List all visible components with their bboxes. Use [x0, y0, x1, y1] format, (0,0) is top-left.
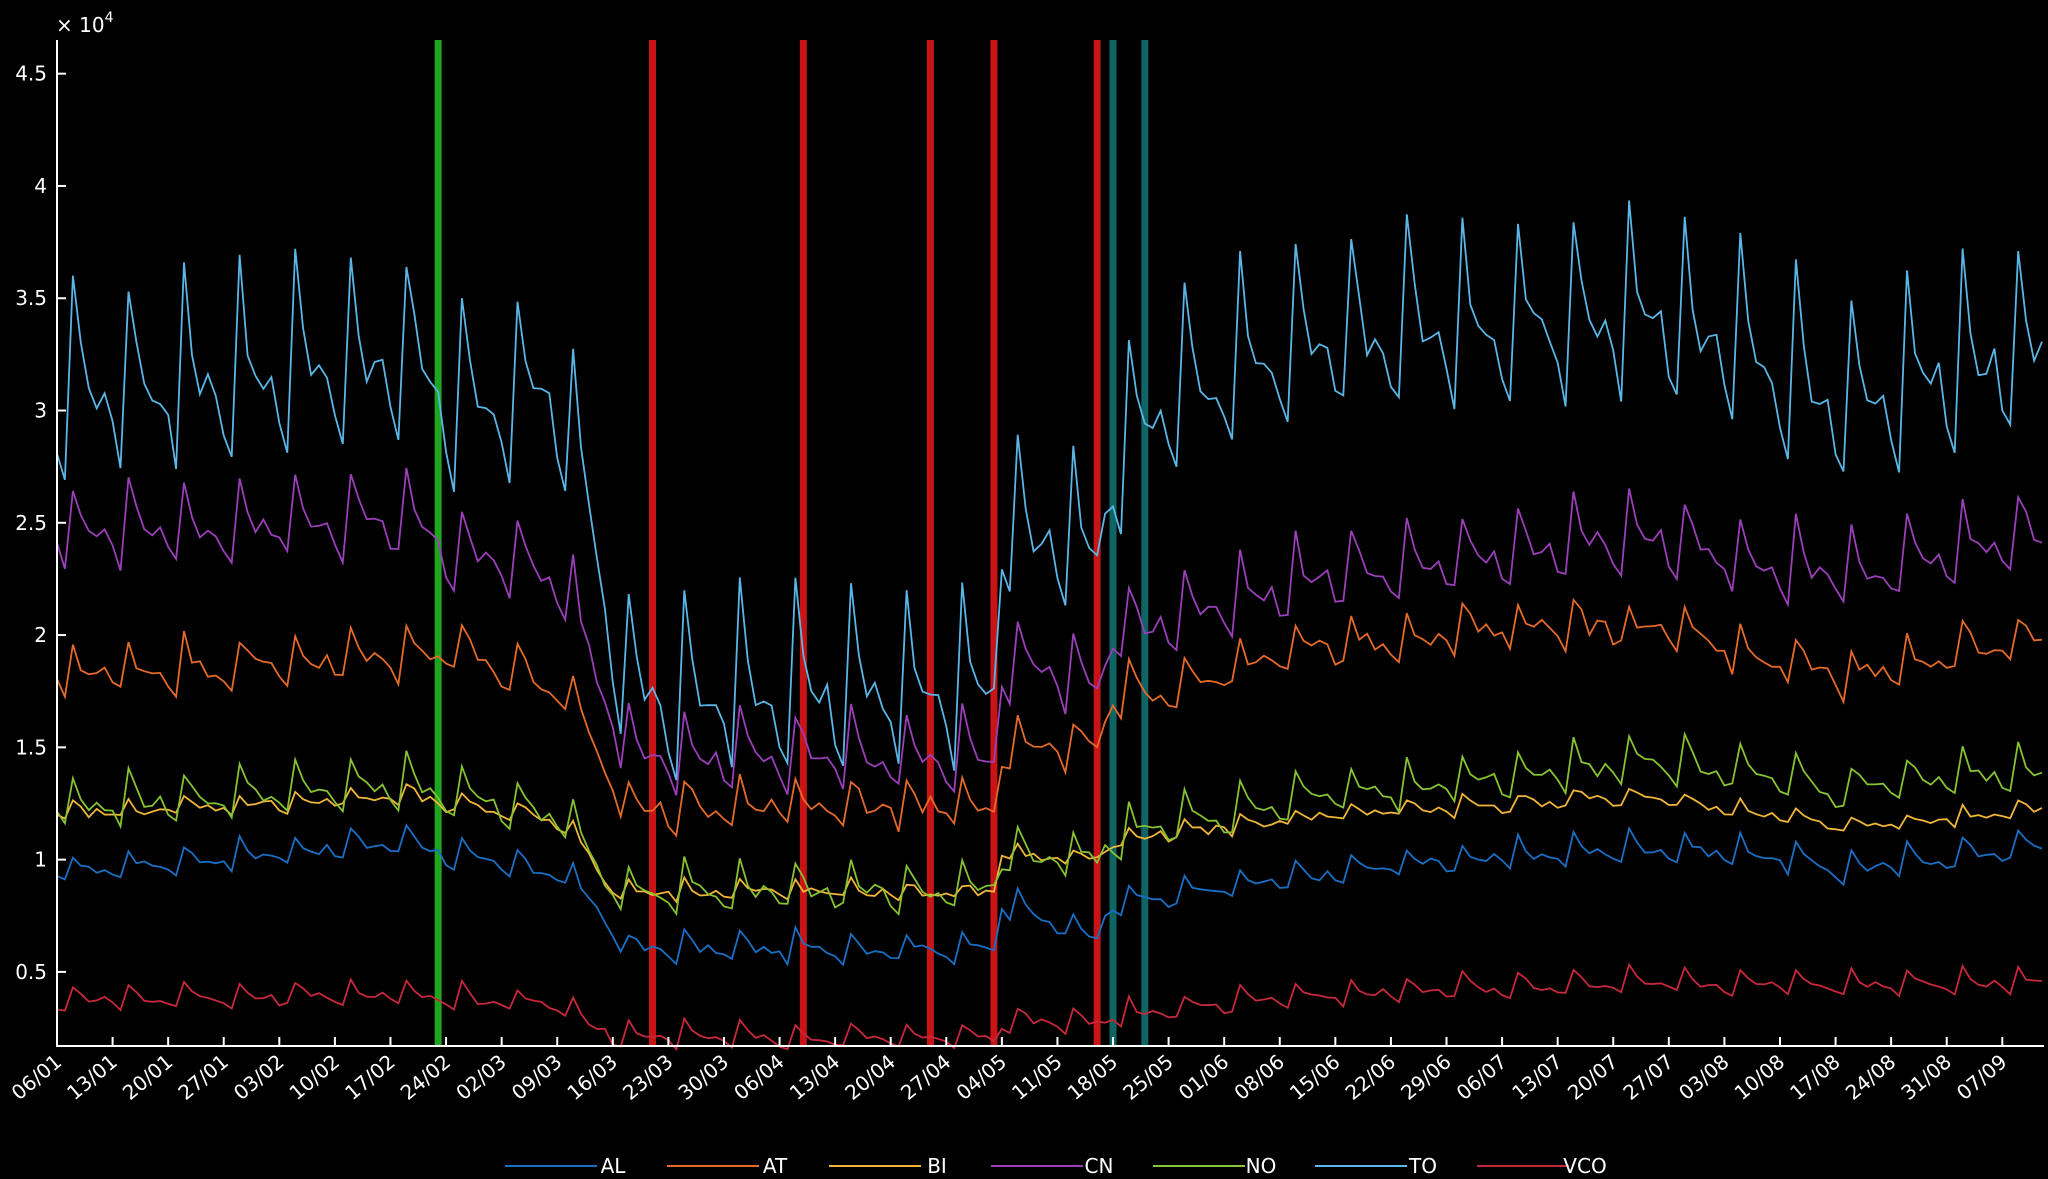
legend-label: NO — [1246, 1154, 1277, 1178]
legend-item-al: AL — [505, 1154, 626, 1178]
y-tick-label: 3 — [34, 399, 47, 423]
x-tick-label: 20/07 — [1563, 1049, 1623, 1104]
y-tick-label: 4 — [34, 174, 47, 198]
x-tick-label: 06/07 — [1452, 1049, 1512, 1104]
legend-label: VCO — [1563, 1154, 1606, 1178]
y-ticks: 0.5 1 1.5 2 2.5 3 3.5 4 4.5 — [15, 62, 66, 984]
legend-item-bi: BI — [829, 1154, 947, 1178]
legend-item-cn: CN — [991, 1154, 1113, 1178]
y-tick-label: 0.5 — [15, 960, 47, 984]
x-tick-label: 02/03 — [451, 1049, 511, 1104]
y-tick-label: 1 — [34, 848, 47, 872]
x-tick-label: 10/08 — [1730, 1049, 1790, 1104]
x-ticks: 06/0113/0120/0127/0103/0210/0217/0224/02… — [7, 1037, 2012, 1105]
series-line-to — [56, 200, 2043, 781]
legend-label: CN — [1085, 1154, 1114, 1178]
legend-item-to: TO — [1315, 1154, 1437, 1178]
legend-label: TO — [1408, 1154, 1437, 1178]
x-tick-label: 17/02 — [340, 1049, 400, 1104]
x-tick-label: 17/08 — [1785, 1049, 1845, 1104]
legend-label: BI — [927, 1154, 947, 1178]
legend-label: AL — [601, 1154, 627, 1178]
x-tick-label: 29/06 — [1396, 1049, 1456, 1104]
x-tick-label: 24/08 — [1841, 1049, 1901, 1104]
x-tick-label: 08/06 — [1229, 1049, 1289, 1104]
x-tick-label: 30/03 — [674, 1049, 734, 1104]
series-line-no — [56, 731, 2043, 917]
x-tick-label: 27/01 — [173, 1049, 233, 1104]
y-tick-label: 4.5 — [15, 62, 47, 86]
y-tick-label: 2 — [34, 623, 47, 647]
legend: AL AT BI CN NO TO VCO — [505, 1154, 1607, 1178]
x-tick-label: 20/04 — [840, 1049, 900, 1104]
x-tick-label: 11/05 — [1007, 1049, 1067, 1104]
y-tick-label: 2.5 — [15, 511, 47, 535]
series-lines — [56, 200, 2043, 1052]
x-tick-label: 06/01 — [7, 1049, 67, 1104]
x-tick-label: 03/02 — [229, 1049, 289, 1104]
x-tick-label: 22/06 — [1341, 1049, 1401, 1104]
x-tick-label: 24/02 — [396, 1049, 456, 1104]
y-tick-label: 3.5 — [15, 286, 47, 310]
x-tick-label: 13/04 — [785, 1049, 845, 1104]
x-tick-label: 16/03 — [562, 1049, 622, 1104]
y-multiplier-label: × 104 — [56, 10, 114, 37]
x-tick-label: 03/08 — [1674, 1049, 1734, 1104]
x-tick-label: 23/03 — [618, 1049, 678, 1104]
y-tick-label: 1.5 — [15, 735, 47, 759]
series-line-bi — [56, 783, 2043, 904]
x-tick-label: 31/08 — [1896, 1049, 1956, 1104]
x-tick-label: 20/01 — [118, 1049, 178, 1104]
series-line-at — [56, 597, 2043, 838]
x-tick-label: 27/07 — [1618, 1049, 1678, 1104]
legend-item-vco: VCO — [1477, 1154, 1607, 1178]
x-tick-label: 09/03 — [507, 1049, 567, 1104]
x-tick-label: 07/09 — [1952, 1049, 2012, 1104]
x-tick-label: 13/07 — [1507, 1049, 1567, 1104]
x-tick-label: 27/04 — [896, 1049, 956, 1104]
series-line-cn — [56, 467, 2043, 796]
x-tick-label: 01/06 — [1174, 1049, 1234, 1104]
legend-item-no: NO — [1153, 1154, 1276, 1178]
x-tick-label: 04/05 — [951, 1049, 1011, 1104]
event-markers — [434, 40, 1149, 1046]
x-tick-label: 25/05 — [1118, 1049, 1178, 1104]
series-line-al — [56, 823, 2043, 967]
x-tick-label: 18/05 — [1063, 1049, 1123, 1104]
x-tick-label: 06/04 — [729, 1049, 789, 1104]
legend-label: AT — [763, 1154, 788, 1178]
x-tick-label: 13/01 — [62, 1049, 122, 1104]
legend-item-at: AT — [667, 1154, 788, 1178]
x-tick-label: 15/06 — [1285, 1049, 1345, 1104]
axes — [56, 40, 2044, 1047]
series-line-vco — [56, 962, 2043, 1052]
x-tick-label: 10/02 — [285, 1049, 345, 1104]
